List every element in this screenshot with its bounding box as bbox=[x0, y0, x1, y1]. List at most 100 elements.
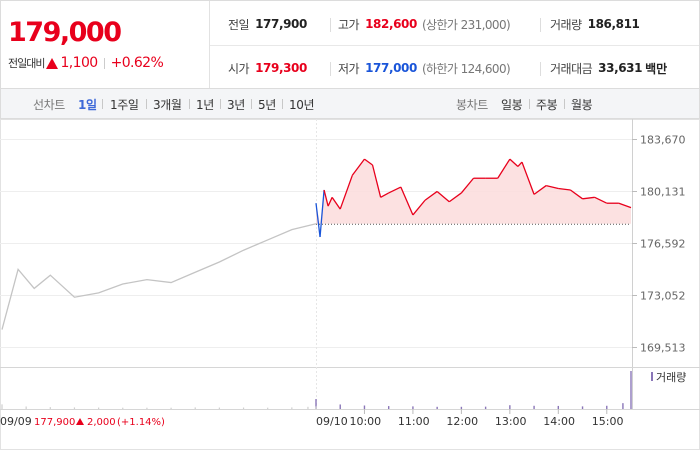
stat-label: 시가 bbox=[228, 61, 250, 76]
price-segment bbox=[380, 192, 390, 198]
prev-day-info: 177,900 2,000 (+1.14%) bbox=[34, 417, 165, 428]
tab-divider bbox=[189, 99, 190, 109]
stat-label: 거래대금 bbox=[550, 61, 593, 76]
chart-grid bbox=[0, 119, 700, 450]
price-segment bbox=[331, 196, 341, 210]
price-segment bbox=[400, 186, 414, 216]
change-divider bbox=[103, 57, 105, 69]
stat-divider bbox=[330, 18, 331, 32]
price-segment bbox=[448, 192, 462, 203]
x-tick-label: 14:00 bbox=[543, 415, 575, 428]
price-segment bbox=[371, 164, 382, 198]
tab-daily-candle[interactable]: 일봉 bbox=[501, 98, 523, 112]
stat-open: 시가 179,300 bbox=[228, 59, 307, 77]
stats-row-divider bbox=[210, 45, 699, 46]
stat-value: 177,900 bbox=[255, 17, 307, 31]
x-tick-label: 13:00 bbox=[495, 415, 527, 428]
quote-summary: 179,000 전일대비 1,100 +0.62% 전일 177,900 고가 … bbox=[0, 0, 700, 89]
y-tick-label: 183,670 bbox=[640, 134, 686, 147]
stat-label: 거래량 bbox=[550, 17, 582, 32]
price-segment bbox=[412, 199, 426, 216]
price-chart: 183,670 180,131 176,592 173,052 169,513 09/0… bbox=[0, 119, 700, 450]
tab-divider bbox=[564, 99, 565, 109]
tab-1-day[interactable]: 1일 bbox=[78, 98, 97, 112]
price-segment bbox=[533, 185, 547, 195]
tab-10-years[interactable]: 10년 bbox=[289, 98, 315, 112]
stat-divider bbox=[540, 18, 541, 32]
price-segment bbox=[323, 189, 329, 207]
price-segment bbox=[521, 161, 535, 195]
prev-day-change: 2,000 bbox=[87, 417, 116, 428]
stat-divider bbox=[540, 62, 541, 76]
y-tick-label: 176,592 bbox=[640, 238, 686, 251]
tab-1-week[interactable]: 1주일 bbox=[110, 98, 139, 112]
volume-panel bbox=[1, 371, 632, 409]
y-tick-label: 180,131 bbox=[640, 186, 686, 199]
price-segment bbox=[364, 158, 373, 166]
stat-label: 저가 bbox=[338, 61, 360, 76]
price-box: 179,000 전일대비 1,100 +0.62% bbox=[1, 1, 210, 88]
stat-value: 33,631 bbox=[598, 61, 643, 75]
tab-3-years[interactable]: 3년 bbox=[227, 98, 245, 112]
stat-value: 177,000 bbox=[365, 61, 417, 75]
tab-divider bbox=[146, 99, 147, 109]
tab-divider bbox=[102, 99, 103, 109]
price-segment bbox=[460, 177, 475, 194]
y-tick-label: 173,052 bbox=[640, 290, 686, 303]
change-label: 전일대비 bbox=[8, 57, 45, 70]
stats-grid: 전일 177,900 고가 182,600 (상한가 231,000) 거래량 … bbox=[210, 1, 699, 88]
stat-divider bbox=[330, 62, 331, 76]
price-segment bbox=[618, 202, 632, 209]
tab-5-years[interactable]: 5년 bbox=[258, 98, 276, 112]
stat-value: 186,811 bbox=[587, 17, 640, 31]
x-tick-label: 15:00 bbox=[592, 415, 624, 428]
x-tick-label: 09/09 bbox=[0, 415, 32, 428]
up-triangle-icon bbox=[76, 418, 84, 425]
today-area bbox=[316, 159, 631, 224]
change-row: 전일대비 1,100 +0.62% bbox=[8, 54, 164, 72]
tab-weekly-candle[interactable]: 주봉 bbox=[536, 98, 558, 112]
stat-label: 고가 bbox=[338, 17, 360, 32]
up-triangle-icon bbox=[46, 57, 59, 69]
line-chart-label: 선차트 bbox=[33, 98, 65, 112]
volume-legend: 거래량 bbox=[651, 371, 686, 384]
price-segment bbox=[436, 190, 450, 203]
x-tick-label: 12:00 bbox=[446, 415, 478, 428]
price-segment bbox=[509, 158, 519, 167]
tab-divider bbox=[282, 99, 283, 109]
stat-volume: 거래량 186,811 bbox=[550, 15, 640, 33]
stat-unit: 백만 bbox=[645, 61, 668, 76]
legend-label: 거래량 bbox=[656, 371, 686, 384]
upper-limit: (상한가 231,000) bbox=[421, 17, 511, 32]
tab-3-months[interactable]: 3개월 bbox=[153, 98, 182, 112]
chart-svg: 183,670 180,131 176,592 173,052 169,513 09/0… bbox=[0, 119, 700, 450]
tab-divider bbox=[251, 99, 252, 109]
tab-1-year[interactable]: 1년 bbox=[196, 98, 214, 112]
price-segment bbox=[582, 196, 595, 200]
prev-day-series bbox=[1, 223, 317, 330]
y-axis: 183,670 180,131 176,592 173,052 169,513 bbox=[640, 134, 686, 355]
price-segment bbox=[351, 158, 365, 176]
price-segment bbox=[327, 197, 333, 207]
price-segment bbox=[497, 158, 511, 179]
prev-day-change-pct: (+1.14%) bbox=[117, 417, 165, 428]
legend-swatch bbox=[651, 372, 653, 381]
prev-day-line bbox=[1, 223, 317, 330]
price-segment bbox=[546, 184, 559, 190]
current-price: 179,000 bbox=[8, 17, 122, 48]
tab-monthly-candle[interactable]: 월봉 bbox=[571, 98, 593, 112]
lower-limit: (하한가 124,600) bbox=[421, 61, 511, 76]
price-segment bbox=[339, 175, 353, 210]
x-axis: 09/09 09/10 10:00 11:00 12:00 13:00 14:00 15:00 bbox=[0, 409, 623, 428]
chart-frame bbox=[0, 119, 700, 450]
change-value: 1,100 bbox=[60, 55, 98, 71]
stat-high: 고가 182,600 (상한가 231,000) bbox=[338, 15, 511, 33]
stat-trade-value: 거래대금 33,631 백만 bbox=[550, 59, 667, 77]
stat-prev-close: 전일 177,900 bbox=[228, 15, 307, 33]
price-segment bbox=[319, 189, 325, 238]
x-tick-label: 11:00 bbox=[398, 415, 430, 428]
stat-label: 전일 bbox=[228, 17, 250, 32]
price-segment bbox=[594, 196, 608, 204]
tab-divider bbox=[220, 99, 221, 109]
price-segment bbox=[424, 190, 438, 201]
